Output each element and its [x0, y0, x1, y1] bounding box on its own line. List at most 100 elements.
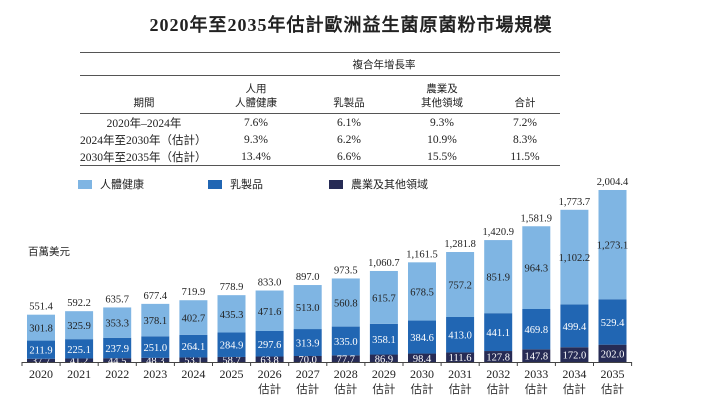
cagr-column-header: 期間: [133, 97, 155, 109]
cagr-period: 2020年–2024年: [106, 117, 182, 130]
bar-segment: [369, 323, 398, 355]
legend-label: 農業及其他領域: [351, 178, 428, 191]
x-tick-label: 2026: [258, 367, 282, 381]
segment-label: 44.5: [108, 356, 126, 367]
total-label: 719.9: [182, 287, 206, 298]
legend-item-agriculture-other: 農業及其他領域: [329, 176, 428, 192]
bar-segment: [141, 336, 170, 358]
bar-segment: [27, 358, 55, 362]
segment-label: 402.7: [182, 314, 206, 325]
segment-label: 202.0: [601, 349, 625, 360]
cagr-value: 7.2%: [513, 116, 537, 129]
bar-segment: [369, 270, 398, 324]
cagr-value: 9.3%: [244, 133, 268, 146]
cagr-column-header: 合計: [514, 97, 536, 109]
bar-segment: [408, 320, 436, 354]
bar-segment: [103, 358, 132, 362]
bar-segment: [331, 326, 360, 356]
segment-label: 851.9: [486, 273, 510, 284]
segment-label: 237.9: [105, 344, 129, 355]
cagr-value: 6.6%: [337, 150, 361, 163]
segment-label: 435.3: [220, 310, 244, 321]
bar-segment: [446, 252, 475, 317]
segment-label: 48.3: [146, 356, 164, 367]
segment-label: 264.1: [182, 342, 206, 353]
bar-segment: [65, 358, 94, 362]
cagr-value: 10.9%: [427, 133, 457, 146]
bar-segment: [103, 337, 132, 359]
bar-segment: [65, 339, 94, 359]
x-tick-label: 2022: [105, 367, 129, 381]
x-tick-label: 2034: [562, 367, 586, 381]
cagr-value: 15.5%: [427, 150, 457, 163]
cagr-value: 13.4%: [241, 150, 271, 163]
bar-segment: [255, 290, 284, 331]
bar-segment: [179, 300, 208, 335]
x-tick-sublabel: 估計: [334, 382, 357, 396]
segment-label: 529.4: [601, 318, 625, 329]
bar-segment: [217, 356, 246, 362]
segment-label: 127.8: [486, 353, 510, 364]
segment-label: 86.9: [375, 354, 393, 365]
bar-segment: [369, 354, 398, 362]
cagr-value: 6.1%: [337, 116, 361, 129]
legend-item-dairy: 乳製品: [208, 176, 263, 192]
total-label: 1,581.9: [521, 213, 553, 224]
cagr-column-header: 人用 人體健康: [235, 83, 277, 109]
cagr-group-header: 複合年增長率: [352, 58, 416, 71]
legend-item-human-health: 人體健康: [78, 176, 144, 192]
x-tick-label: 2021: [67, 367, 91, 381]
bar-segment: [27, 314, 55, 341]
total-label: 973.5: [334, 265, 358, 276]
bar-segment: [598, 299, 627, 345]
bar-segment: [293, 329, 322, 356]
x-tick-sublabel: 估計: [601, 382, 624, 396]
legend-label: 乳製品: [230, 178, 263, 191]
segment-label: 37.7: [32, 356, 50, 367]
x-tick-label: 2032: [486, 367, 510, 381]
x-tick-sublabel: 估計: [372, 382, 395, 396]
cagr-value: 7.6%: [244, 116, 268, 129]
cagr-column-header: 乳製品: [333, 97, 365, 109]
segment-label: 284.9: [220, 341, 244, 352]
total-label: 2,004.4: [597, 177, 629, 188]
bar-segment: [179, 334, 208, 358]
segment-label: 251.0: [143, 343, 167, 354]
legend: 人體健康 乳製品 農業及其他領域: [0, 176, 702, 192]
bar-segment: [522, 226, 551, 310]
bar-segment: [408, 262, 436, 321]
cagr-value: 9.3%: [430, 116, 454, 129]
x-tick-sublabel: 估計: [258, 382, 281, 396]
cagr-value: 11.5%: [510, 150, 540, 163]
bar-segment: [522, 349, 551, 362]
segment-label: 211.9: [29, 346, 52, 357]
cagr-row: 2030年至2035年（估計） 13.4% 6.6% 15.5% 11.5%: [80, 148, 560, 166]
x-tick-label: 2024: [181, 367, 205, 381]
segment-label: 297.6: [258, 340, 282, 351]
segment-label: 441.1: [486, 328, 510, 339]
segment-label: 378.1: [143, 316, 167, 327]
legend-label: 人體健康: [100, 178, 144, 191]
cagr-row: 2024年至2030年（估計） 9.3% 6.2% 10.9% 8.3%: [80, 131, 560, 148]
bar-segment: [217, 332, 246, 357]
x-tick-sublabel: 估計: [296, 382, 319, 396]
segment-label: 964.3: [524, 264, 548, 275]
segment-label: 301.8: [29, 324, 53, 335]
cagr-column-header: 農業及 其他領域: [421, 83, 463, 109]
total-label: 677.4: [143, 291, 167, 302]
segment-label: 471.6: [258, 307, 282, 318]
x-tick-label: 2030: [410, 367, 434, 381]
bar-segment: [331, 355, 360, 362]
bar-segment: [27, 340, 55, 359]
bar-segment: [65, 311, 94, 340]
cagr-period: 2030年至2035年（估計）: [80, 151, 207, 164]
segment-label: 111.6: [449, 353, 472, 364]
segment-label: 757.2: [448, 280, 472, 291]
bar-segment: [598, 189, 627, 300]
total-label: 592.2: [67, 298, 91, 309]
segment-label: 225.1: [67, 345, 91, 356]
bar-segment: [217, 295, 246, 333]
x-tick-label: 2033: [524, 367, 548, 381]
segment-label: 58.7: [222, 355, 240, 366]
